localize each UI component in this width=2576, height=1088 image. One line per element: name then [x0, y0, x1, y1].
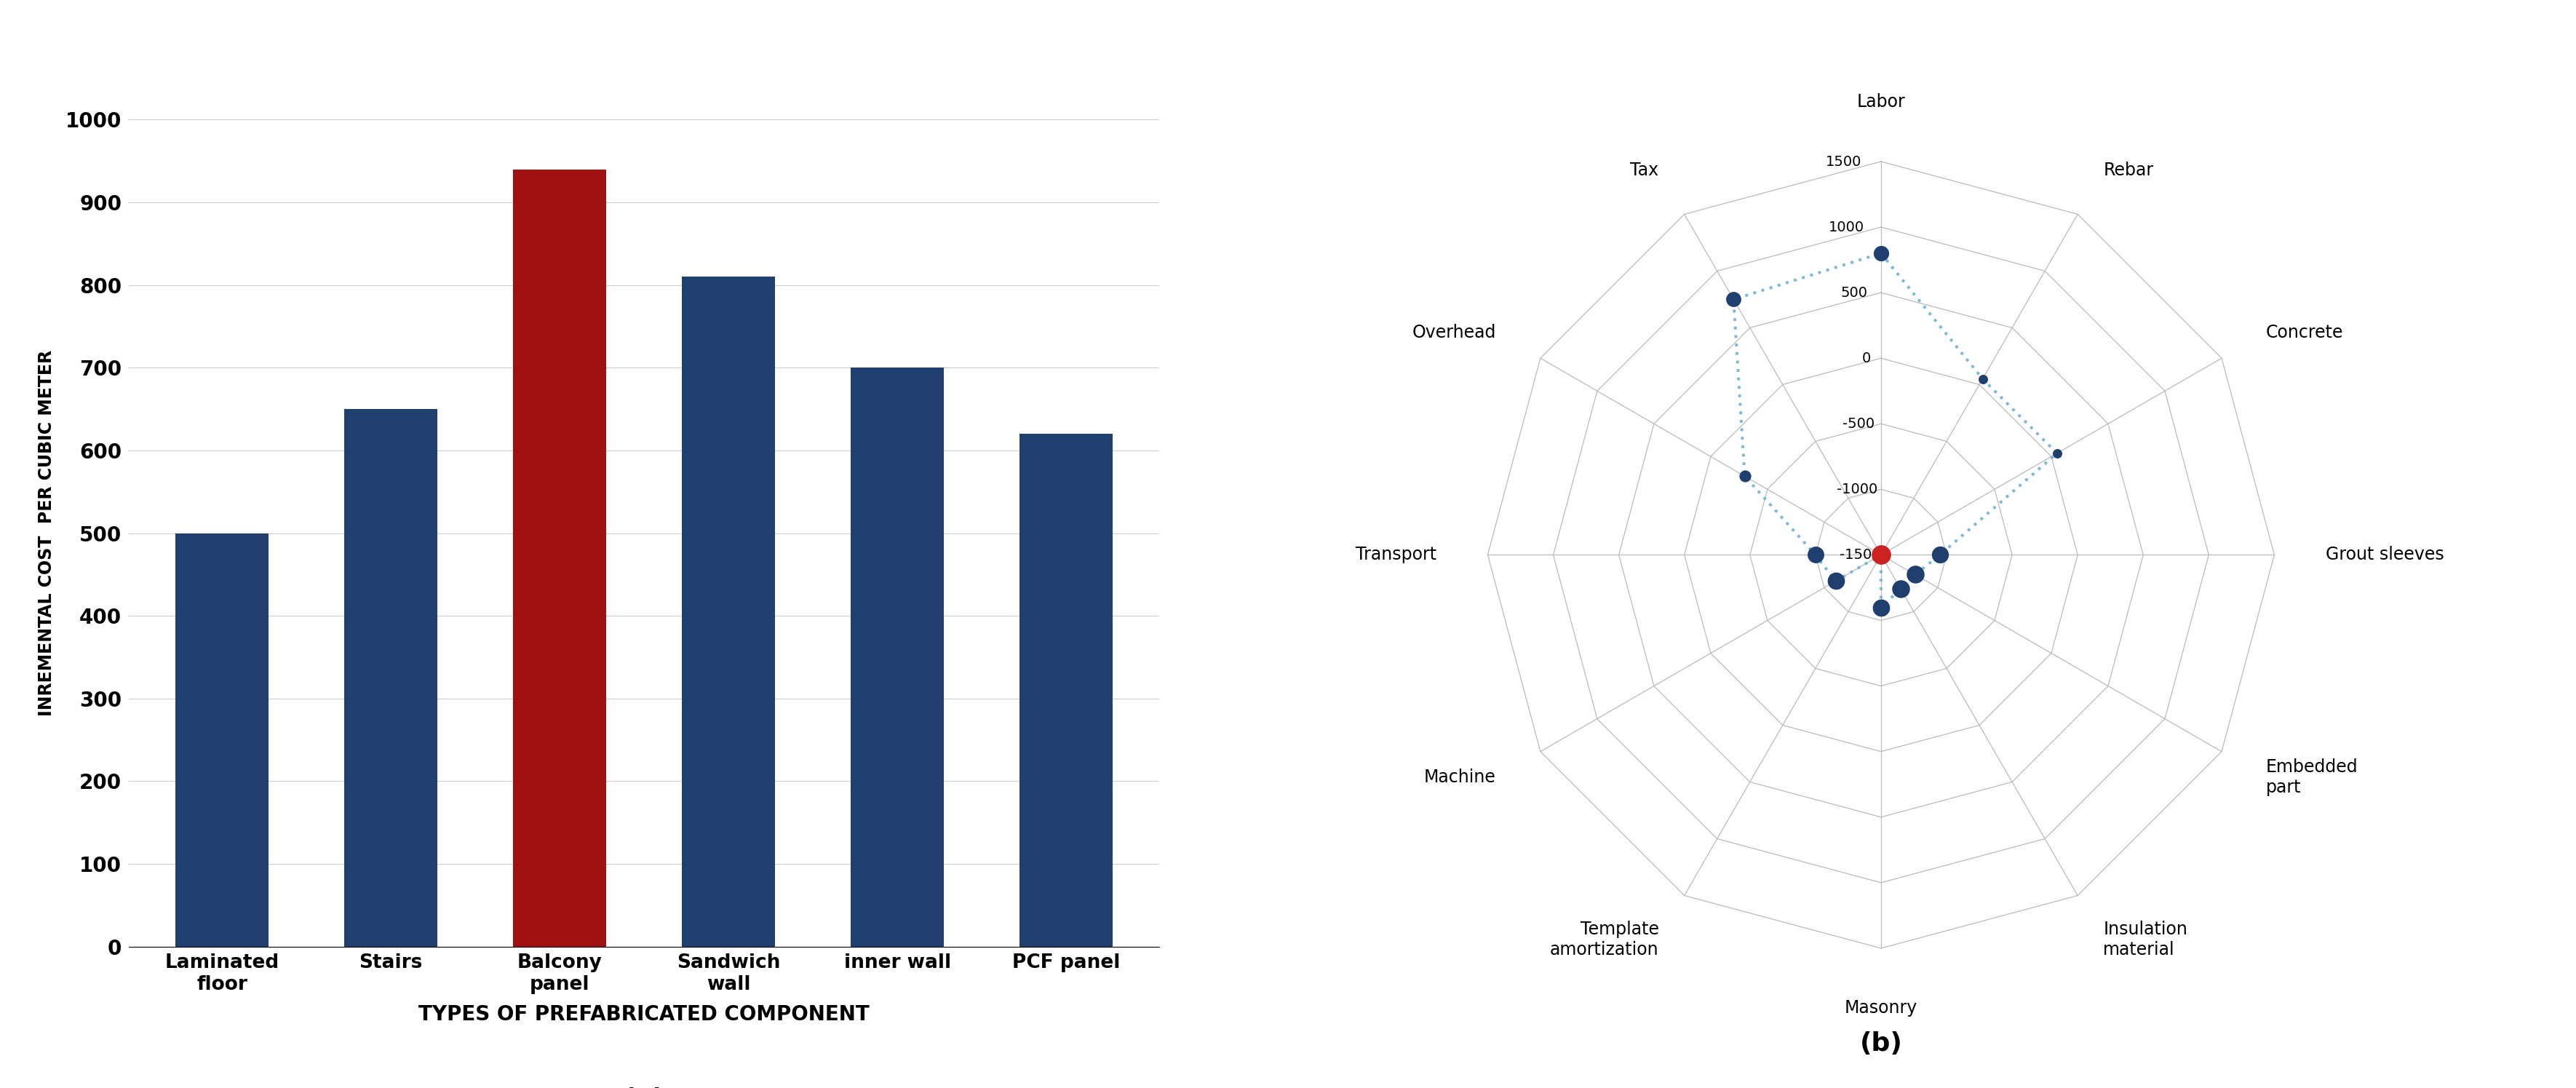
Point: [1860, 598, 1901, 616]
Bar: [683, 276, 775, 947]
Text: Machine: Machine: [1425, 768, 1497, 786]
Bar: [850, 368, 943, 947]
Point: [1723, 468, 1765, 485]
Point: [1880, 580, 1922, 597]
Text: 1500: 1500: [1824, 156, 1860, 169]
Point: [1893, 566, 1935, 583]
Text: 0: 0: [1862, 351, 1870, 366]
Text: Masonry: Masonry: [1844, 1000, 1917, 1017]
Text: Overhead: Overhead: [1412, 324, 1497, 342]
Point: [1919, 546, 1960, 564]
Bar: [345, 409, 438, 947]
Y-axis label: INREMENTAL COST  PER CUBIC METER: INREMENTAL COST PER CUBIC METER: [39, 350, 54, 716]
Text: -500: -500: [1842, 417, 1873, 431]
Point: [1960, 370, 2002, 387]
Text: -1000: -1000: [1837, 482, 1878, 496]
Bar: [1020, 434, 1113, 947]
Point: [1860, 245, 1901, 262]
Point: [1713, 290, 1754, 308]
Text: Tax: Tax: [1631, 161, 1659, 178]
Bar: [175, 533, 268, 947]
Bar: [513, 170, 605, 947]
Text: (b): (b): [1860, 1031, 1901, 1056]
Text: Labor: Labor: [1857, 92, 1904, 110]
Text: Transport: Transport: [1355, 546, 1437, 564]
Text: Template
amortization: Template amortization: [1551, 920, 1659, 959]
Text: Concrete: Concrete: [2264, 324, 2342, 342]
Text: Embedded
part: Embedded part: [2264, 758, 2357, 796]
X-axis label: TYPES OF PREFABRICATED COMPONENT: TYPES OF PREFABRICATED COMPONENT: [417, 1004, 871, 1025]
Point: [1795, 546, 1837, 564]
Text: -1500: -1500: [1839, 548, 1880, 561]
Point: [2035, 445, 2076, 462]
Text: 500: 500: [1839, 286, 1868, 300]
Text: Insulation
material: Insulation material: [2102, 920, 2187, 959]
Text: Grout sleeves: Grout sleeves: [2324, 546, 2442, 564]
Point: [1860, 546, 1901, 564]
Text: Rebar: Rebar: [2102, 161, 2154, 178]
Text: 1000: 1000: [1829, 221, 1865, 234]
Point: [1814, 572, 1855, 590]
